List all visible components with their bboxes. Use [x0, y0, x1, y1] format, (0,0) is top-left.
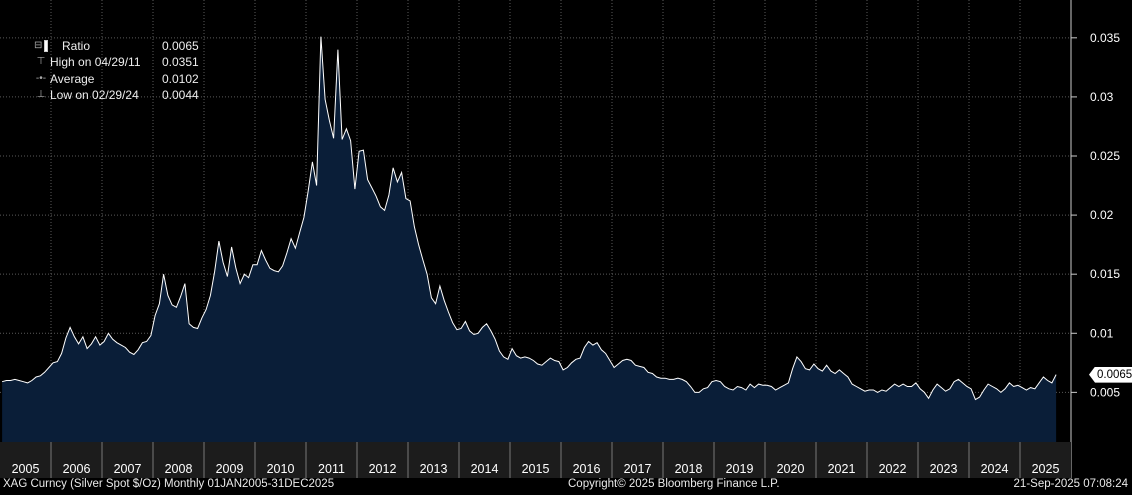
series-line	[1, 36, 1057, 401]
x-tick-label: 2014	[471, 462, 499, 476]
legend-item-ratio: ⊟ Ratio 0.0065	[34, 38, 199, 54]
legend-value: 0.0044	[162, 87, 199, 102]
x-tick-label: 2005	[12, 462, 40, 476]
x-tick-label: 2025	[1032, 462, 1060, 476]
legend-value: 0.0065	[162, 39, 199, 53]
legend-item-high: ⊤ High on 04/29/11 0.0351	[34, 54, 199, 70]
x-tick-label: 2009	[216, 462, 244, 476]
x-tick-label: 2018	[675, 462, 703, 476]
x-tick-label: 2015	[522, 462, 550, 476]
series-area	[1, 36, 1057, 442]
y-tick-label: 0.025	[1090, 149, 1120, 163]
x-axis-strip	[0, 442, 1071, 478]
x-tick-label: 2012	[369, 462, 397, 476]
x-tick-label: 2010	[267, 462, 295, 476]
legend-label: Average	[50, 71, 95, 86]
x-tick-label: 2016	[573, 462, 601, 476]
x-tick-label: 2021	[828, 462, 856, 476]
x-tick-label: 2017	[624, 462, 652, 476]
y-tick-label: 0.005	[1090, 385, 1120, 399]
y-tick-label: 0.015	[1090, 267, 1120, 281]
average-marker-icon: -•-	[35, 72, 47, 84]
legend-label: Ratio	[62, 39, 91, 53]
footer-copyright: Copyright© 2025 Bloomberg Finance L.P.	[568, 478, 780, 490]
y-tick-label: 0.02	[1090, 208, 1114, 222]
x-tick-label: 2008	[165, 462, 193, 476]
legend-label: Low on 02/29/24	[50, 87, 139, 102]
x-tick-label: 2006	[63, 462, 91, 476]
x-tick-label: 2023	[930, 462, 958, 476]
legend-label: High on 04/29/11	[50, 55, 141, 70]
x-tick-label: 2020	[777, 462, 805, 476]
x-tick-label: 2007	[114, 462, 142, 476]
legend-value: 0.0102	[162, 71, 199, 86]
low-marker-icon: ⊥	[36, 88, 46, 100]
legend-value: 0.0351	[162, 55, 199, 70]
x-tick-label: 2013	[420, 462, 448, 476]
series-area-fill	[2, 36, 1057, 442]
legend-ratio-swatch: ⊟	[34, 38, 48, 54]
x-tick-label: 2024	[981, 462, 1009, 476]
x-tick-label: 2019	[726, 462, 754, 476]
last-value-label: 0.0065	[1089, 366, 1132, 383]
high-marker-icon: ⊤	[36, 56, 46, 68]
y-tick-label: 0.03	[1090, 90, 1114, 104]
legend-item-low: ⊥ Low on 02/29/24 0.0044	[34, 87, 199, 103]
footer-security-info: XAG Curncy (Silver Spot $/Oz) Monthly 01…	[3, 478, 335, 490]
y-axis: 0.005 0.01 0.015 0.02 0.025 0.03 0.035	[1070, 0, 1120, 478]
footer-timestamp: 21-Sep-2025 07:08:24	[1013, 478, 1128, 490]
x-tick-label: 2011	[318, 462, 345, 476]
y-tick-label: 0.01	[1090, 326, 1114, 340]
legend: ⊟ Ratio 0.0065 ⊤ High on 04/29/11 0.0351…	[34, 38, 199, 103]
y-tick-label: 0.035	[1090, 31, 1120, 45]
legend-item-average: -•- Average 0.0102	[34, 71, 199, 87]
x-axis: 2005 2006 2007 2008 2009 2010 2011 2012 2013 2014…	[0, 442, 1071, 478]
x-tick-label: 2022	[879, 462, 907, 476]
